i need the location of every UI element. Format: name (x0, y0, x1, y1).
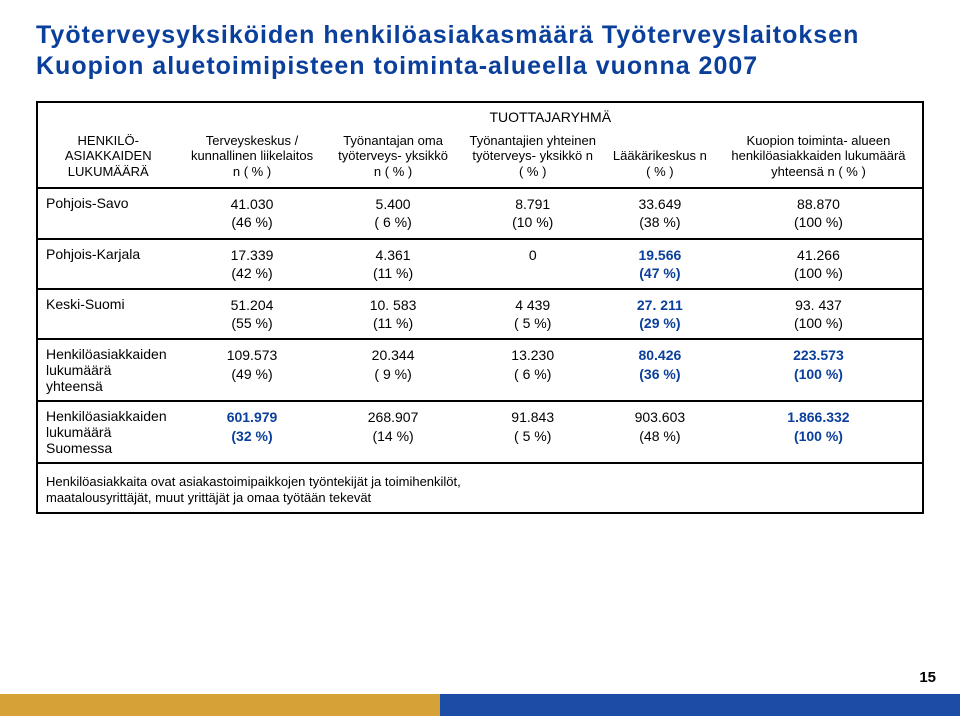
cell: 223.573 (100 %) (715, 339, 923, 401)
footnote: Henkilöasiakkaita ovat asiakastoimipaikk… (37, 463, 923, 512)
table-header-row: HENKILÖ- ASIAKKAIDEN LUKUMÄÄRÄ Terveyske… (37, 129, 923, 189)
cell: 1.866.332 (100 %) (715, 401, 923, 463)
cell: 33.649 (38 %) (605, 188, 715, 238)
col-header-4: Lääkärikeskus n ( % ) (605, 129, 715, 189)
cell: 20.344 ( 9 %) (326, 339, 461, 401)
cell: 13.230 ( 6 %) (461, 339, 605, 401)
cell: 8.791 (10 %) (461, 188, 605, 238)
cell: 19.566 (47 %) (605, 239, 715, 289)
cell: 0 (461, 239, 605, 289)
row-label: Keski-Suomi (37, 289, 179, 339)
col-header-5: Kuopion toiminta- alueen henkilöasiakkai… (715, 129, 923, 189)
table-row: Pohjois-Savo 41.030 (46 %) 5.400 ( 6 %) … (37, 188, 923, 238)
cell: 27. 211 (29 %) (605, 289, 715, 339)
cell: 41.030 (46 %) (179, 188, 326, 238)
col-header-1: Terveyskeskus / kunnallinen liikelaitos … (179, 129, 326, 189)
cell: 91.843 ( 5 %) (461, 401, 605, 463)
row-header: HENKILÖ- ASIAKKAIDEN LUKUMÄÄRÄ (37, 129, 179, 189)
col-header-3: Työnantajien yhteinen työterveys- yksikk… (461, 129, 605, 189)
slide: Työterveysyksiköiden henkilöasiakasmäärä… (0, 0, 960, 716)
cell: 4.361 (11 %) (326, 239, 461, 289)
cell: 93. 437 (100 %) (715, 289, 923, 339)
cell: 88.870 (100 %) (715, 188, 923, 238)
empty-cell (37, 102, 179, 129)
cell: 903.603 (48 %) (605, 401, 715, 463)
table-row: Henkilöasiakkaiden lukumäärä yhteensä 10… (37, 339, 923, 401)
table-footnote-row: Henkilöasiakkaita ovat asiakastoimipaikk… (37, 463, 923, 512)
row-label: Pohjois-Savo (37, 188, 179, 238)
slide-title: Työterveysyksiköiden henkilöasiakasmäärä… (36, 20, 924, 83)
table-row: Keski-Suomi 51.204 (55 %) 10. 583 (11 %)… (37, 289, 923, 339)
table-supergroup-row: TUOTTAJARYHMÄ (37, 102, 923, 129)
supergroup-label: TUOTTAJARYHMÄ (179, 102, 924, 129)
table-row: Pohjois-Karjala 17.339 (42 %) 4.361 (11 … (37, 239, 923, 289)
data-table: TUOTTAJARYHMÄ HENKILÖ- ASIAKKAIDEN LUKUM… (36, 101, 924, 514)
cell: 4 439 ( 5 %) (461, 289, 605, 339)
col-header-2: Työnantajan oma työterveys- yksikkö n ( … (326, 129, 461, 189)
cell: 17.339 (42 %) (179, 239, 326, 289)
page-number: 15 (919, 669, 936, 686)
row-label: Pohjois-Karjala (37, 239, 179, 289)
row-label: Henkilöasiakkaiden lukumäärä yhteensä (37, 339, 179, 401)
table-row: Henkilöasiakkaiden lukumäärä Suomessa 60… (37, 401, 923, 463)
footer-gold-segment (0, 694, 440, 716)
cell: 80.426 (36 %) (605, 339, 715, 401)
footer-bar (0, 694, 960, 716)
cell: 10. 583 (11 %) (326, 289, 461, 339)
cell: 601.979 (32 %) (179, 401, 326, 463)
footer-blue-segment (440, 694, 960, 716)
cell: 51.204 (55 %) (179, 289, 326, 339)
row-label: Henkilöasiakkaiden lukumäärä Suomessa (37, 401, 179, 463)
cell: 5.400 ( 6 %) (326, 188, 461, 238)
cell: 109.573 (49 %) (179, 339, 326, 401)
cell: 41.266 (100 %) (715, 239, 923, 289)
cell: 268.907 (14 %) (326, 401, 461, 463)
